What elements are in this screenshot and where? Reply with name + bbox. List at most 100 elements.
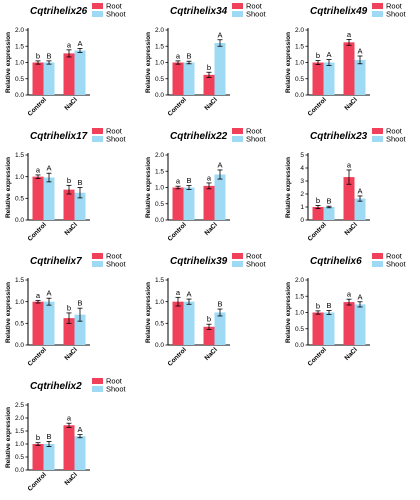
legend-swatch xyxy=(232,136,243,142)
x-tick-label: Control xyxy=(167,346,188,367)
significance-label: A xyxy=(186,290,191,299)
x-tick-label: Control xyxy=(307,221,328,242)
chart-title: Cqtrihelix39 xyxy=(170,256,228,267)
y-axis-label: Relative expression xyxy=(285,157,292,218)
chart-panel: Cqtrihelix26 Relative expression 0.0 0.5 1.0… xyxy=(0,0,140,125)
y-tick-label: 1.5 xyxy=(155,168,164,175)
y-tick-label: 2.0 xyxy=(295,27,304,34)
chart-panel: Cqtrihelix23 Relative expression 0 1 2 3 4 5 b B C… xyxy=(280,125,420,250)
significance-label: A xyxy=(217,30,222,39)
y-axis-label: Relative expression xyxy=(145,32,152,93)
bar xyxy=(183,187,195,220)
bar xyxy=(74,314,86,345)
significance-label: b xyxy=(316,301,320,310)
legend-swatch xyxy=(232,261,243,267)
y-tick-label: 2 xyxy=(300,191,304,198)
y-tick-label: 0.0 xyxy=(15,342,24,349)
legend-label: Root xyxy=(246,2,263,11)
legend-label: Root xyxy=(106,377,123,386)
legend-swatch xyxy=(92,261,103,267)
y-tick-label: 1.5 xyxy=(15,43,24,50)
y-tick-label: 1.0 xyxy=(15,174,24,181)
significance-label: b xyxy=(316,51,320,60)
legend-label: Shoot xyxy=(106,10,127,19)
y-tick-label: 0.5 xyxy=(155,76,164,83)
bar xyxy=(32,444,44,470)
significance-label: a xyxy=(347,160,352,169)
y-axis-label: Relative expression xyxy=(285,282,292,343)
bar xyxy=(43,301,55,345)
significance-label: a xyxy=(176,51,181,60)
x-tick-label: Control xyxy=(27,96,48,117)
y-tick-label: 0.0 xyxy=(15,92,24,99)
significance-label: A xyxy=(357,47,362,56)
significance-label: B xyxy=(326,197,331,206)
significance-label: a xyxy=(67,414,72,423)
x-tick-label: NaCl xyxy=(203,96,219,112)
y-tick-label: 2.0 xyxy=(15,27,24,34)
bar xyxy=(74,436,86,470)
y-tick-label: 1.5 xyxy=(15,152,24,159)
chart-panel: Cqtrihelix39 Relative expression 0.0 0.5 1.0… xyxy=(140,250,280,375)
y-tick-label: 0.5 xyxy=(155,321,164,328)
significance-label: A xyxy=(46,289,51,298)
y-axis-label: Relative expression xyxy=(5,32,12,93)
x-tick-label: NaCl xyxy=(63,221,79,237)
significance-label: A xyxy=(326,50,331,59)
x-tick-label: NaCl xyxy=(203,221,219,237)
y-tick-label: 1.0 xyxy=(155,185,164,192)
bar xyxy=(63,425,75,470)
chart-panel: Cqtrihelix17 Relative expression 0.0 0.5 1.0… xyxy=(0,125,140,250)
y-tick-label: 0.0 xyxy=(155,342,164,349)
legend-swatch xyxy=(92,253,103,259)
significance-label: B xyxy=(186,52,191,61)
significance-label: A xyxy=(357,186,362,195)
significance-label: b xyxy=(36,51,40,60)
bar xyxy=(312,312,324,345)
significance-label: a xyxy=(347,30,352,39)
significance-label: A xyxy=(357,292,362,301)
significance-label: a xyxy=(176,288,181,297)
legend-label: Shoot xyxy=(386,135,407,144)
chart-title: Cqtrihelix2 xyxy=(30,381,82,392)
legend-swatch xyxy=(92,136,103,142)
significance-label: B xyxy=(77,178,82,187)
legend-label: Shoot xyxy=(106,260,127,269)
bar xyxy=(183,301,195,345)
x-tick-label: NaCl xyxy=(63,346,79,362)
y-tick-label: 0.0 xyxy=(155,217,164,224)
bar xyxy=(43,62,55,95)
y-tick-label: 3 xyxy=(300,178,304,185)
y-axis-label: Relative expression xyxy=(5,407,12,468)
significance-label: B xyxy=(326,301,331,310)
bar xyxy=(32,301,44,345)
y-tick-label: 2.0 xyxy=(295,277,304,284)
legend-swatch xyxy=(92,386,103,392)
y-tick-label: 2.0 xyxy=(155,152,164,159)
y-tick-label: 1.5 xyxy=(15,428,24,435)
legend-swatch xyxy=(372,11,383,17)
y-tick-label: 2.0 xyxy=(15,415,24,422)
significance-label: a xyxy=(67,40,72,49)
x-tick-label: Control xyxy=(27,346,48,367)
chart-title: Cqtrihelix17 xyxy=(30,131,88,142)
y-axis-label: Relative expression xyxy=(145,157,152,218)
bar xyxy=(183,62,195,95)
legend-label: Root xyxy=(106,2,123,11)
legend-label: Shoot xyxy=(386,260,407,269)
legend-swatch xyxy=(92,11,103,17)
y-tick-label: 0.5 xyxy=(15,321,24,328)
y-tick-label: 0.0 xyxy=(15,467,24,474)
legend-label: Root xyxy=(246,127,263,136)
y-tick-label: 0 xyxy=(300,217,304,224)
legend-label: Root xyxy=(386,252,403,261)
significance-label: B xyxy=(217,300,222,309)
legend-swatch xyxy=(92,3,103,9)
chart-title: Cqtrihelix49 xyxy=(310,6,368,17)
bar xyxy=(343,302,355,345)
x-tick-label: NaCl xyxy=(63,96,79,112)
y-axis-label: Relative expression xyxy=(5,282,12,343)
y-axis-label: Relative expression xyxy=(5,157,12,218)
